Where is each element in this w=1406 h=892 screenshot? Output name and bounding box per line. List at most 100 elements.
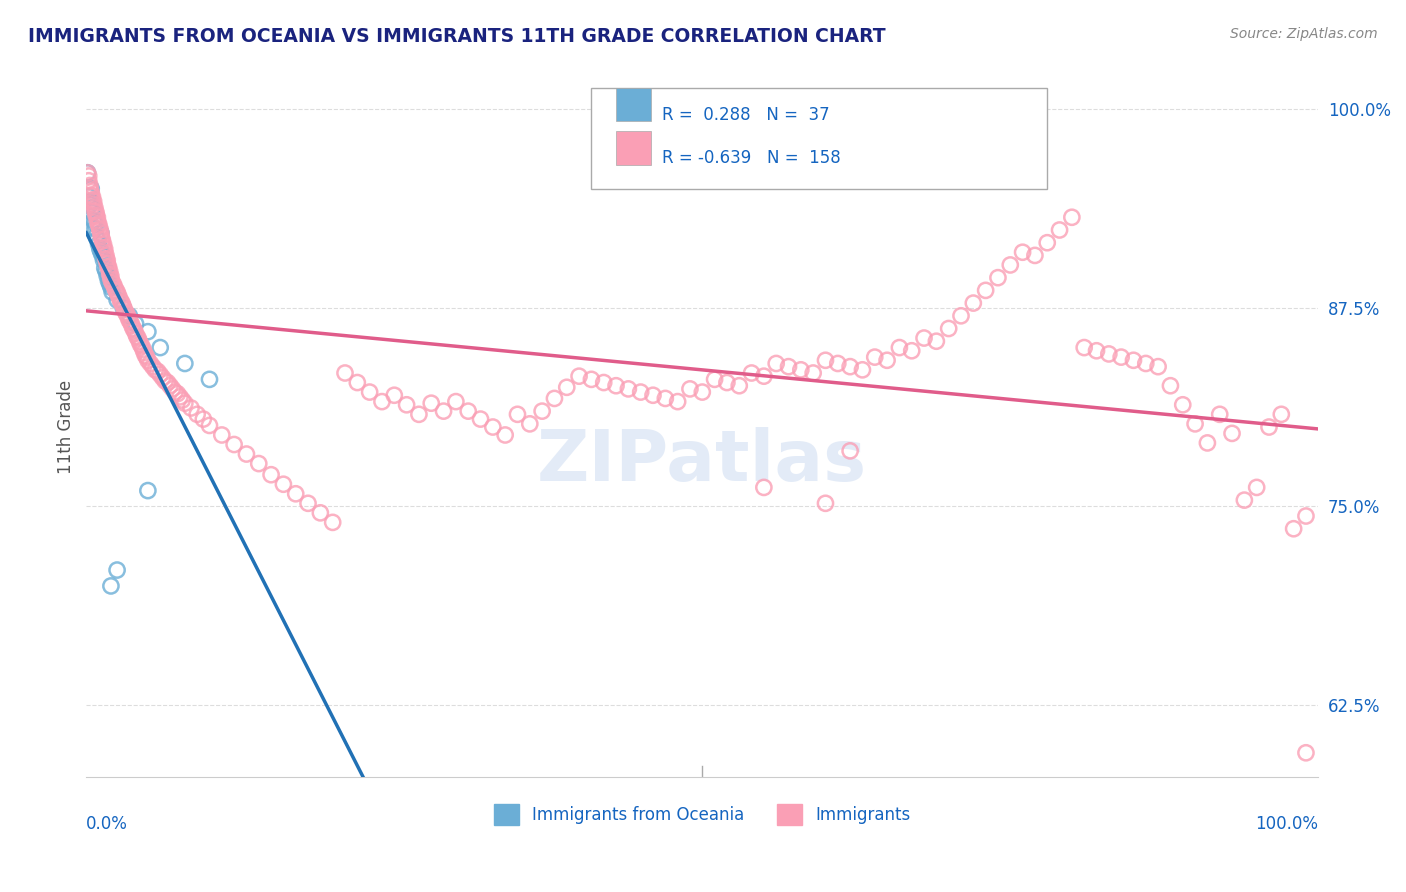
Point (224, 437, 246, 451)
Point (80, 182, 103, 196)
Point (101, 276, 124, 290)
Point (149, 368, 172, 382)
Point (80, 185, 103, 199)
Point (97, 260, 120, 274)
FancyBboxPatch shape (592, 88, 1047, 189)
Point (79, 182, 101, 196)
Point (790, 363, 813, 377)
Point (135, 350, 157, 364)
Point (716, 376, 738, 390)
Point (77, 174, 100, 188)
Point (506, 407, 529, 421)
Point (127, 331, 149, 345)
Point (1147, 359, 1170, 374)
Text: ZIPatlas: ZIPatlas (537, 427, 868, 497)
Point (309, 506, 332, 520)
Point (84, 209, 107, 223)
Point (110, 294, 132, 309)
Point (974, 284, 997, 298)
Point (142, 359, 165, 374)
Point (641, 388, 664, 402)
Point (1295, 746, 1317, 760)
Point (482, 420, 505, 434)
Point (153, 374, 176, 388)
Point (132, 342, 155, 356)
Point (143, 363, 166, 377)
Point (703, 372, 725, 386)
Point (1024, 248, 1046, 262)
Point (1171, 398, 1194, 412)
Point (90, 226, 112, 240)
Point (247, 457, 270, 471)
Point (136, 325, 159, 339)
Point (186, 407, 208, 421)
Point (962, 296, 984, 310)
Point (1085, 343, 1108, 358)
Point (114, 302, 136, 317)
Point (1060, 211, 1083, 225)
Point (104, 280, 127, 294)
Point (925, 334, 948, 349)
Point (91, 248, 114, 262)
Point (120, 315, 142, 329)
Point (851, 363, 873, 377)
Point (1159, 378, 1181, 392)
Point (408, 407, 430, 421)
Point (107, 288, 129, 302)
Point (235, 447, 257, 461)
Point (82, 201, 104, 215)
Point (84, 205, 107, 219)
Text: R = -0.639   N =  158: R = -0.639 N = 158 (662, 150, 841, 168)
Point (159, 378, 181, 392)
Point (395, 398, 418, 412)
Point (89, 223, 111, 237)
Point (1135, 356, 1157, 370)
Point (91, 233, 114, 247)
Point (371, 394, 394, 409)
Point (115, 307, 138, 321)
Point (114, 305, 136, 319)
Point (814, 353, 837, 368)
Point (1246, 480, 1268, 494)
Point (105, 293, 128, 307)
Point (297, 496, 319, 510)
Point (169, 390, 191, 404)
Text: 0.0%: 0.0% (86, 815, 128, 833)
Point (617, 382, 640, 396)
Point (77, 189, 100, 203)
Point (91, 234, 114, 248)
Point (82, 193, 104, 207)
Point (100, 579, 122, 593)
Point (322, 516, 344, 530)
Point (124, 323, 146, 337)
Point (100, 272, 122, 286)
Point (1000, 258, 1022, 272)
Point (80, 194, 103, 209)
Point (519, 417, 541, 431)
Text: IMMIGRANTS FROM OCEANIA VS IMMIGRANTS 11TH GRADE CORRELATION CHART: IMMIGRANTS FROM OCEANIA VS IMMIGRANTS 11… (28, 27, 886, 45)
Point (139, 356, 162, 370)
Point (124, 317, 146, 331)
Point (131, 339, 153, 353)
Point (79, 182, 101, 196)
Point (1184, 417, 1206, 431)
Point (90, 229, 112, 244)
Point (284, 487, 307, 501)
Point (118, 313, 141, 327)
Point (136, 353, 159, 368)
Point (162, 382, 184, 396)
Point (90, 226, 112, 240)
Point (173, 396, 195, 410)
Point (166, 386, 188, 401)
Point (112, 299, 135, 313)
Point (77, 169, 100, 183)
Point (765, 356, 787, 370)
Point (118, 309, 141, 323)
Point (470, 412, 492, 426)
Point (94, 252, 117, 266)
Point (173, 356, 195, 370)
Point (84, 217, 107, 231)
Point (79, 178, 101, 193)
Point (581, 372, 603, 386)
Point (912, 331, 935, 345)
